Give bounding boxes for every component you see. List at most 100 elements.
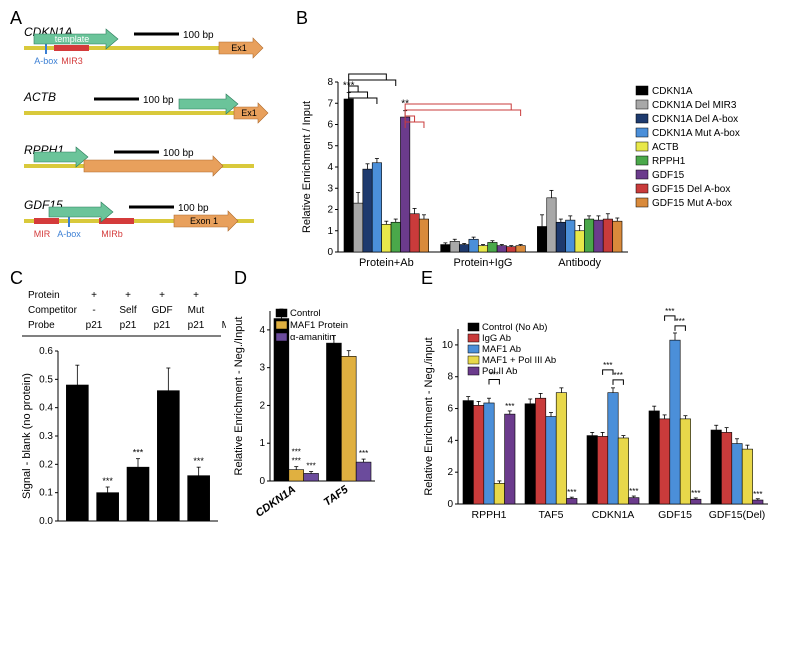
svg-text:Ex1: Ex1 [231,43,247,53]
svg-text:Mut: Mut [188,305,205,316]
svg-text:***: *** [133,448,144,458]
svg-text:***: *** [193,456,204,466]
svg-text:TAF5: TAF5 [322,483,351,509]
svg-text:Pol II Ab: Pol II Ab [482,366,517,377]
svg-text:MAF1 Protein: MAF1 Protein [290,320,348,331]
svg-text:***: *** [691,489,700,498]
svg-text:GDF: GDF [151,305,172,316]
svg-text:CDKN1A: CDKN1A [592,509,635,521]
svg-text:***: *** [505,402,514,411]
svg-text:100 bp: 100 bp [143,95,174,106]
svg-text:0.1: 0.1 [39,488,53,499]
svg-text:ACTB: ACTB [23,90,56,104]
svg-text:GDF15: GDF15 [658,509,692,521]
svg-text:***: *** [614,371,623,380]
svg-text:p21: p21 [188,320,205,331]
panel-c-chart: Protein Competitor Probe + - p21 + Self p21 + GDF p… [16,286,226,546]
svg-text:A-box: A-box [34,56,58,66]
svg-text:Probe: Probe [28,320,55,331]
panel-b-chart: 012345678Relative Enrichment / InputProt… [293,14,793,272]
svg-text:+: + [159,290,165,301]
svg-text:Signal - blank (no protein): Signal - blank (no protein) [21,373,33,499]
svg-text:1: 1 [259,438,265,449]
svg-text:Protein+IgG: Protein+IgG [453,257,512,269]
svg-text:Competitor: Competitor [28,305,78,316]
svg-text:4: 4 [447,435,453,446]
svg-text:***: *** [567,488,576,497]
panel-e-chart: 0 2 4 6 8 10 Relative Enrichment - Neg./input R… [418,286,793,551]
svg-text:0: 0 [447,499,453,510]
svg-text:MIR: MIR [34,229,51,239]
svg-text:template: template [55,34,90,44]
svg-text:10: 10 [442,340,454,351]
svg-text:0.2: 0.2 [39,459,53,470]
svg-text:***: *** [629,487,638,496]
svg-text:Antibody: Antibody [558,257,601,269]
svg-text:3: 3 [259,363,265,374]
svg-text:Control (No Ab): Control (No Ab) [482,322,547,333]
svg-text:RPPH1: RPPH1 [652,156,686,167]
svg-text:4: 4 [327,162,333,173]
svg-text:Protein+Ab: Protein+Ab [359,257,414,269]
svg-text:4: 4 [259,325,265,336]
panel-d-chart: 0 1 2 3 4 Relative Enrichment - Neg./Input ***… [230,286,415,551]
svg-text:***: *** [292,457,301,466]
svg-text:A-box: A-box [57,229,81,239]
svg-text:Exon 1: Exon 1 [190,216,218,226]
svg-text:-: - [92,305,95,316]
svg-text:p21: p21 [120,320,137,331]
svg-text:CDKN1A: CDKN1A [254,484,298,520]
svg-text:100 bp: 100 bp [183,30,214,41]
panel-a-diagram: CDKN1AA-boxMIR3templateEx1100 bpACTBEx11… [18,26,273,251]
svg-text:0.5: 0.5 [39,374,53,385]
svg-text:+: + [193,290,199,301]
svg-text:ACTB: ACTB [652,142,679,153]
svg-text:Ex1: Ex1 [241,108,257,118]
svg-text:Mut: Mut [222,320,226,331]
svg-text:1: 1 [327,226,333,237]
svg-text:MIR3: MIR3 [61,56,83,66]
svg-text:***: *** [102,476,113,486]
svg-text:***: *** [753,490,762,499]
svg-text:***: *** [292,448,301,457]
svg-text:100 bp: 100 bp [178,203,209,214]
svg-text:0: 0 [259,476,265,487]
svg-text:Relative Enrichment / Input: Relative Enrichment / Input [301,101,313,233]
svg-text:0.0: 0.0 [39,516,53,527]
svg-text:0: 0 [327,247,333,258]
svg-text:IgG Ab: IgG Ab [482,333,511,344]
svg-text:Protein: Protein [28,290,60,301]
svg-text:Self: Self [119,305,136,316]
svg-text:8: 8 [447,372,453,383]
svg-text:RPPH1: RPPH1 [471,509,506,521]
svg-text:CDKN1A Mut A-box: CDKN1A Mut A-box [652,128,740,139]
svg-text:2: 2 [327,205,333,216]
svg-text:p21: p21 [86,320,103,331]
svg-text:Relative Enrichment - Neg./Inp: Relative Enrichment - Neg./Input [233,317,245,476]
svg-text:6: 6 [447,404,453,415]
svg-text:***: *** [676,317,685,326]
svg-text:***: *** [359,449,368,458]
svg-text:+: + [91,290,97,301]
svg-text:TAF5: TAF5 [539,509,564,521]
svg-text:+: + [125,290,131,301]
svg-text:100 bp: 100 bp [163,148,194,159]
svg-text:α-amanitin: α-amanitin [290,332,335,343]
svg-text:MAF1 Ab: MAF1 Ab [482,344,521,355]
svg-text:Control: Control [290,308,321,319]
svg-text:MIRb: MIRb [101,229,123,239]
svg-text:CDKN1A: CDKN1A [652,86,693,97]
svg-text:3: 3 [327,183,333,194]
svg-text:***: *** [603,361,612,370]
svg-text:2: 2 [447,467,453,478]
svg-text:GDF15(Del): GDF15(Del) [709,509,766,521]
svg-text:2: 2 [259,400,265,411]
svg-text:Relative Enrichment - Neg./inp: Relative Enrichment - Neg./input [423,337,435,495]
svg-text:p21: p21 [154,320,171,331]
svg-text:CDKN1A Del A-box: CDKN1A Del A-box [652,114,738,125]
svg-text:***: *** [665,307,674,316]
svg-text:GDF15 Del A-box: GDF15 Del A-box [652,184,730,195]
svg-text:GDF15 Mut A-box: GDF15 Mut A-box [652,198,732,209]
svg-text:6: 6 [327,120,333,131]
svg-text:***: *** [306,462,315,471]
